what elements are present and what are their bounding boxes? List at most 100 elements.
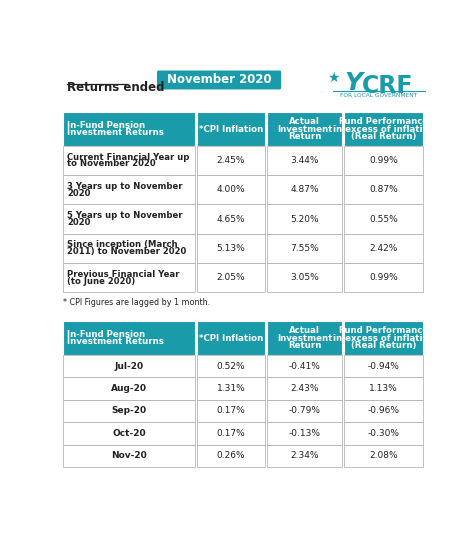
Text: Nov-20: Nov-20 <box>111 451 147 460</box>
Text: Investment Returns: Investment Returns <box>67 338 164 347</box>
Text: ★: ★ <box>327 72 339 86</box>
Bar <box>267 234 342 263</box>
Bar <box>344 400 423 422</box>
Bar <box>63 112 195 146</box>
Text: 0.17%: 0.17% <box>217 429 246 438</box>
Text: (Real Return): (Real Return) <box>351 132 416 141</box>
Text: 5.13%: 5.13% <box>217 244 246 253</box>
Bar <box>267 321 342 355</box>
Text: Actual: Actual <box>289 326 320 335</box>
Bar <box>63 321 195 355</box>
Text: *CPI Inflation: *CPI Inflation <box>199 334 263 343</box>
Text: 5.20%: 5.20% <box>290 215 319 224</box>
Text: In-Fund Pension: In-Fund Pension <box>67 121 146 130</box>
Text: -0.96%: -0.96% <box>367 406 400 415</box>
Bar <box>63 263 195 292</box>
Text: (Real Return): (Real Return) <box>351 341 416 350</box>
Bar <box>197 422 265 444</box>
Bar <box>267 205 342 234</box>
Text: November 2020: November 2020 <box>167 73 271 87</box>
Text: 2.05%: 2.05% <box>217 273 246 282</box>
Bar <box>344 205 423 234</box>
Bar <box>63 377 195 400</box>
Bar <box>63 422 195 444</box>
Bar <box>267 146 342 175</box>
Text: Return: Return <box>288 132 321 141</box>
Text: FOR LOCAL GOVERNMENT: FOR LOCAL GOVERNMENT <box>340 93 418 98</box>
Bar <box>197 444 265 467</box>
Bar <box>197 400 265 422</box>
Text: *CPI Inflation: *CPI Inflation <box>199 125 263 134</box>
Bar <box>63 355 195 377</box>
Bar <box>267 400 342 422</box>
Text: 3 Years up to November: 3 Years up to November <box>67 182 183 191</box>
Text: Oct-20: Oct-20 <box>112 429 146 438</box>
Bar <box>344 444 423 467</box>
Text: 3.44%: 3.44% <box>290 156 319 165</box>
Text: 0.99%: 0.99% <box>369 273 398 282</box>
Bar <box>197 355 265 377</box>
Bar <box>63 146 195 175</box>
Text: -0.30%: -0.30% <box>367 429 400 438</box>
Text: 1.13%: 1.13% <box>369 384 398 393</box>
Bar <box>63 444 195 467</box>
Bar <box>267 112 342 146</box>
Bar <box>344 377 423 400</box>
Bar <box>267 422 342 444</box>
Text: 1.31%: 1.31% <box>217 384 246 393</box>
Bar <box>267 444 342 467</box>
Text: Returns ended: Returns ended <box>66 81 164 94</box>
Text: 2.42%: 2.42% <box>369 244 398 253</box>
Bar <box>344 175 423 205</box>
Text: 0.26%: 0.26% <box>217 451 246 460</box>
FancyBboxPatch shape <box>157 70 281 89</box>
Text: Fund Performance: Fund Performance <box>339 326 428 335</box>
Text: 0.87%: 0.87% <box>369 185 398 195</box>
Text: Since inception (March: Since inception (March <box>67 240 178 249</box>
Bar <box>344 146 423 175</box>
Text: Return: Return <box>288 341 321 350</box>
Text: Sep-20: Sep-20 <box>111 406 146 415</box>
Bar <box>267 263 342 292</box>
Text: 0.17%: 0.17% <box>217 406 246 415</box>
Text: Actual: Actual <box>289 117 320 126</box>
Text: 2.34%: 2.34% <box>290 451 319 460</box>
Text: -0.13%: -0.13% <box>289 429 320 438</box>
Text: Investment: Investment <box>277 125 332 134</box>
Text: Investment Returns: Investment Returns <box>67 128 164 137</box>
Text: Aug-20: Aug-20 <box>111 384 147 393</box>
Text: 5 Years up to November: 5 Years up to November <box>67 211 183 220</box>
Bar <box>197 112 265 146</box>
Bar <box>197 234 265 263</box>
Text: 0.55%: 0.55% <box>369 215 398 224</box>
Text: Previous Financial Year: Previous Financial Year <box>67 269 180 278</box>
Bar <box>267 355 342 377</box>
Bar <box>344 422 423 444</box>
Text: 2020: 2020 <box>67 218 91 227</box>
Bar <box>197 146 265 175</box>
Text: 4.65%: 4.65% <box>217 215 246 224</box>
Bar <box>344 234 423 263</box>
Bar <box>63 205 195 234</box>
Text: -0.94%: -0.94% <box>367 362 400 371</box>
Text: 2.08%: 2.08% <box>369 451 398 460</box>
Text: 4.87%: 4.87% <box>290 185 319 195</box>
Text: in excess of inflation: in excess of inflation <box>333 125 434 134</box>
Bar <box>344 112 423 146</box>
Text: 7.55%: 7.55% <box>290 244 319 253</box>
Text: Y: Y <box>344 72 362 96</box>
Text: in excess of inflation: in excess of inflation <box>333 334 434 343</box>
Text: 2.45%: 2.45% <box>217 156 245 165</box>
Bar <box>197 263 265 292</box>
Bar <box>344 263 423 292</box>
Text: Investment: Investment <box>277 334 332 343</box>
Text: -0.41%: -0.41% <box>289 362 320 371</box>
Bar <box>344 355 423 377</box>
Text: 0.52%: 0.52% <box>217 362 246 371</box>
Text: (to June 2020): (to June 2020) <box>67 277 136 286</box>
Text: * CPI Figures are lagged by 1 month.: * CPI Figures are lagged by 1 month. <box>63 298 210 307</box>
Text: 4.00%: 4.00% <box>217 185 246 195</box>
Text: 2011) to November 2020: 2011) to November 2020 <box>67 247 187 256</box>
Text: Current Financial Year up: Current Financial Year up <box>67 153 190 162</box>
Text: 2.43%: 2.43% <box>290 384 319 393</box>
